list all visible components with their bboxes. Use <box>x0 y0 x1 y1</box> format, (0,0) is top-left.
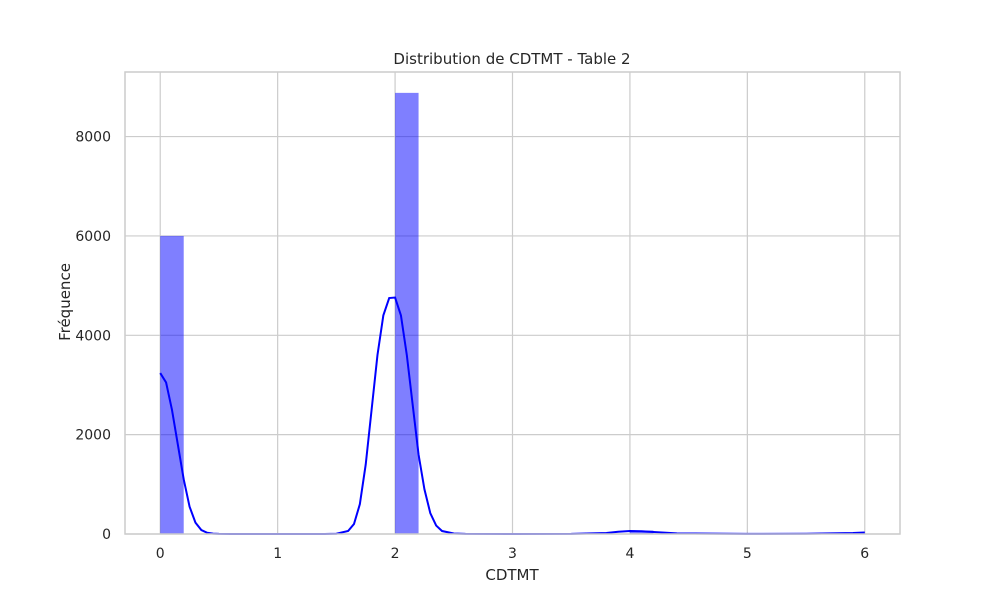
kde-curve <box>159 296 865 536</box>
x-tick-label: 5 <box>743 546 752 562</box>
grid-lines <box>125 72 900 535</box>
x-tick-labels: 0 1 2 3 4 5 6 <box>156 546 870 562</box>
y-tick-label: 6000 <box>75 229 111 245</box>
x-tick-label: 1 <box>273 546 282 562</box>
x-tick-label: 3 <box>508 546 517 562</box>
x-tick-label: 2 <box>391 546 400 562</box>
x-axis-label: CDTMT <box>485 566 539 584</box>
histogram-bars <box>160 92 865 535</box>
y-tick-label: 2000 <box>75 428 111 444</box>
y-tick-label: 8000 <box>75 130 111 146</box>
chart-title: Distribution de CDTMT - Table 2 <box>393 50 630 68</box>
x-tick-label: 4 <box>625 546 634 562</box>
x-tick-label: 0 <box>156 546 165 562</box>
histogram-bar <box>160 235 184 534</box>
y-axis-label: Fréquence <box>56 263 74 341</box>
plot-frame <box>124 71 901 535</box>
y-tick-label: 4000 <box>75 328 111 344</box>
y-tick-label: 0 <box>102 527 111 543</box>
y-tick-labels: 0 2000 4000 6000 8000 <box>75 130 111 543</box>
x-tick-label: 6 <box>860 546 869 562</box>
histogram-bar <box>395 92 419 535</box>
